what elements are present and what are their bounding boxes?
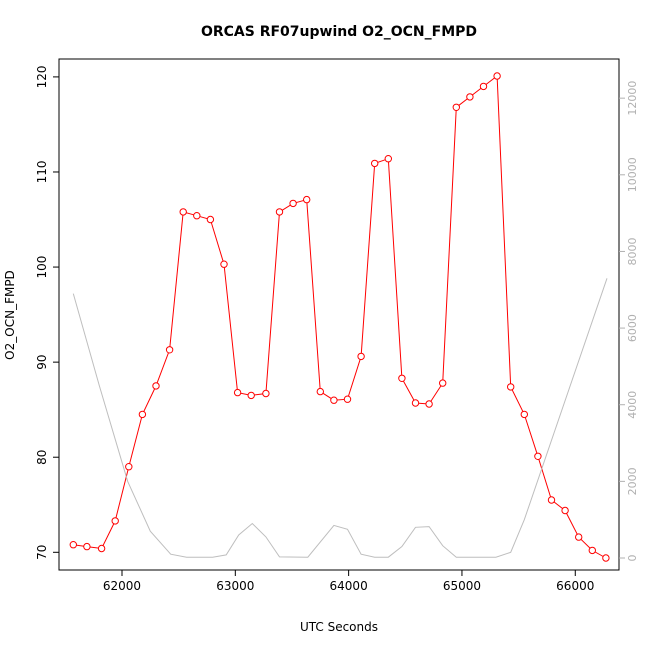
y2-tick-label: 2000	[626, 467, 639, 495]
data-point	[534, 452, 542, 460]
y2-tick-label: 10000	[626, 157, 639, 192]
data-point	[588, 546, 596, 555]
data-point	[411, 399, 420, 407]
y-axis-label: O2_OCN_FMPD	[3, 270, 17, 360]
y-tick-label: 120	[35, 65, 49, 88]
x-axis-label: UTC Seconds	[300, 620, 378, 634]
data-point	[233, 388, 242, 397]
x-tick-label: 63000	[216, 579, 254, 593]
data-point	[330, 396, 338, 404]
series-layer	[69, 72, 610, 562]
data-point	[220, 260, 228, 268]
y2-tick-label: 8000	[626, 237, 639, 265]
data-point	[425, 400, 433, 408]
data-point	[111, 517, 119, 525]
data-point	[206, 215, 215, 224]
y-tick-label: 100	[35, 256, 49, 279]
series-line-1	[72, 278, 608, 558]
data-point	[547, 496, 556, 504]
x-tick-label: 65000	[443, 579, 481, 593]
data-point	[384, 155, 392, 163]
chart-title: ORCAS RF07upwind O2_OCN_FMPD	[201, 24, 477, 40]
data-point	[303, 195, 311, 204]
y2-tick-label: 12000	[626, 81, 639, 116]
y2-tick-label: 6000	[626, 314, 639, 342]
data-point	[193, 212, 201, 220]
data-point	[125, 463, 133, 471]
data-point	[289, 199, 297, 208]
data-point	[561, 506, 569, 515]
data-point	[138, 410, 147, 419]
x-tick-label: 64000	[330, 579, 368, 593]
data-point	[452, 103, 460, 112]
y2-tick-label: 4000	[626, 391, 639, 419]
data-point	[575, 533, 583, 541]
data-point	[507, 383, 515, 391]
x-tick-label: 62000	[103, 579, 141, 593]
data-point	[165, 346, 174, 354]
data-point	[493, 72, 501, 80]
data-point	[275, 208, 284, 216]
plot-frame	[58, 58, 620, 571]
data-point	[247, 391, 255, 400]
data-point	[343, 395, 352, 403]
y-tick-label: 70	[35, 545, 49, 560]
data-point	[152, 382, 160, 390]
y-tick-label: 110	[35, 161, 49, 184]
x-tick-label: 66000	[556, 579, 594, 593]
data-point	[69, 541, 78, 549]
data-point	[602, 554, 610, 562]
data-point	[83, 542, 91, 551]
data-point	[398, 374, 406, 382]
data-point	[479, 82, 488, 91]
y2-tick-label: 0	[626, 555, 639, 562]
y-tick-label: 80	[35, 450, 49, 465]
data-point	[466, 93, 474, 101]
data-point	[520, 410, 528, 419]
data-point	[439, 379, 447, 387]
x-axis: 62000 63000 64000 65000 66000	[103, 569, 594, 593]
data-point	[262, 389, 270, 398]
y-tick-label: 90	[35, 354, 49, 369]
y-axis-right: 0 2000 4000 6000 8000 10000 12000	[619, 81, 639, 562]
y-axis-left: 70 80 90 100 110 120	[35, 65, 59, 560]
data-point	[179, 208, 187, 216]
data-point	[357, 352, 365, 361]
series-line-0	[73, 75, 607, 559]
data-point	[97, 544, 106, 553]
data-point	[316, 387, 324, 396]
data-point	[371, 159, 379, 168]
